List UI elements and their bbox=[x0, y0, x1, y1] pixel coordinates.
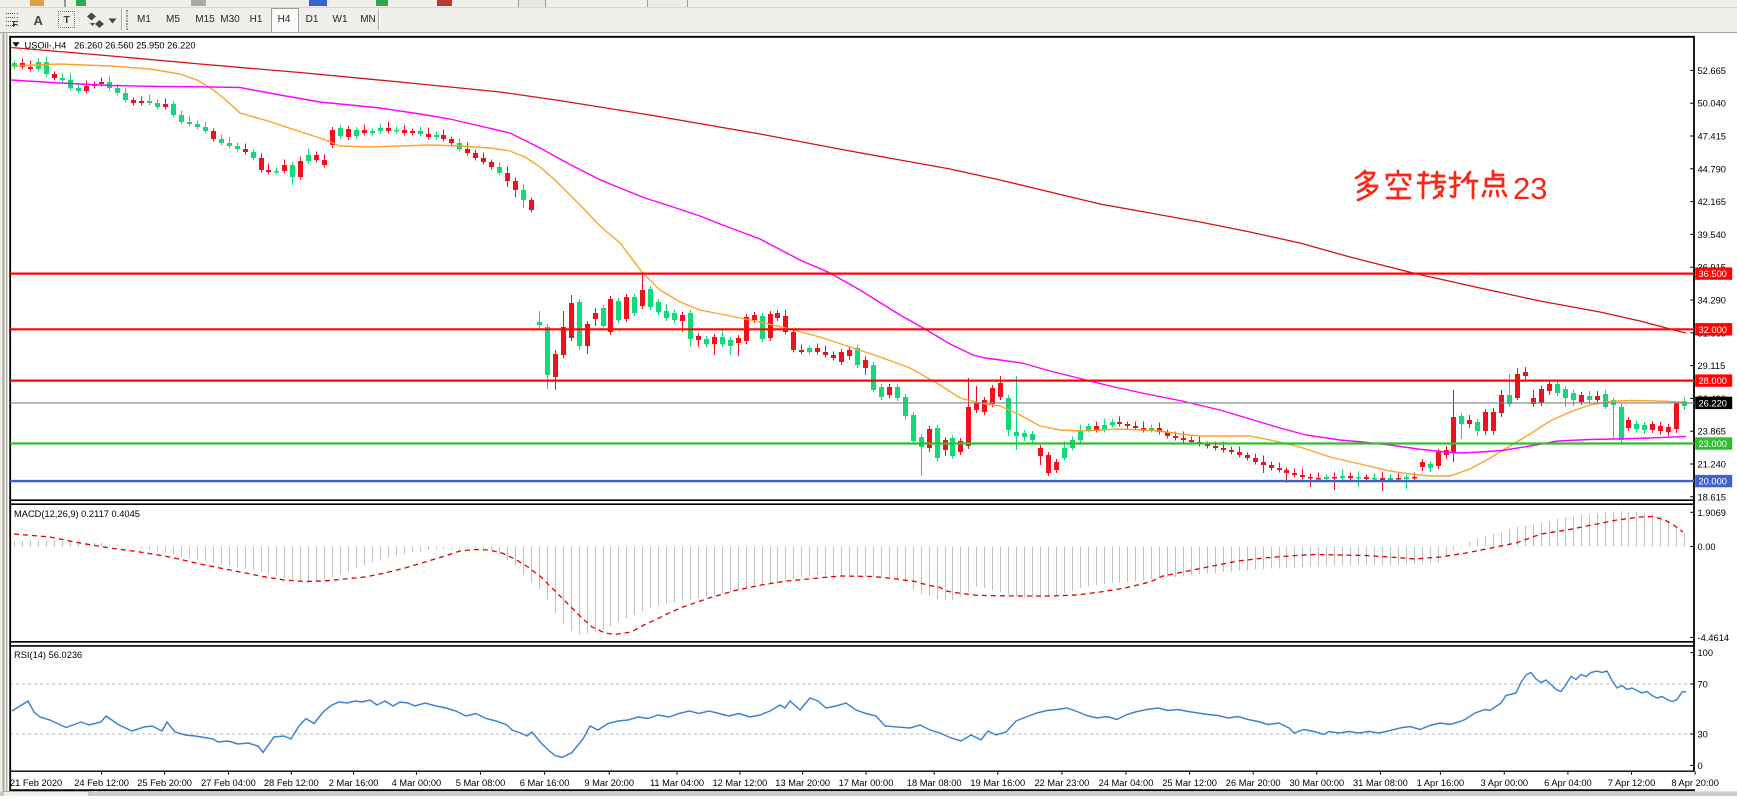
svg-text:47.415: 47.415 bbox=[1698, 132, 1726, 142]
svg-text:24 Mar 04:00: 24 Mar 04:00 bbox=[1099, 778, 1154, 788]
svg-text:42.165: 42.165 bbox=[1698, 197, 1726, 207]
svg-text:30 Mar 00:00: 30 Mar 00:00 bbox=[1289, 778, 1344, 788]
svg-text:28 Feb 12:00: 28 Feb 12:00 bbox=[264, 778, 319, 788]
svg-text:52.665: 52.665 bbox=[1698, 66, 1726, 76]
svg-text:0.00: 0.00 bbox=[1698, 542, 1716, 552]
svg-text:23: 23 bbox=[1513, 171, 1547, 206]
svg-text:11 Mar 04:00: 11 Mar 04:00 bbox=[650, 778, 704, 788]
svg-text:7 Apr 12:00: 7 Apr 12:00 bbox=[1608, 778, 1656, 788]
svg-text:22 Mar 23:00: 22 Mar 23:00 bbox=[1035, 778, 1090, 788]
svg-text:21.240: 21.240 bbox=[1698, 460, 1726, 470]
svg-text:25 Mar 12:00: 25 Mar 12:00 bbox=[1162, 778, 1217, 788]
svg-text:23.865: 23.865 bbox=[1698, 427, 1726, 437]
svg-text:1 Apr 16:00: 1 Apr 16:00 bbox=[1417, 778, 1465, 788]
svg-text:26 Mar 20:00: 26 Mar 20:00 bbox=[1226, 778, 1281, 788]
svg-text:-4.4614: -4.4614 bbox=[1698, 633, 1730, 643]
svg-text:24 Feb 12:00: 24 Feb 12:00 bbox=[74, 778, 129, 788]
svg-text:31 Mar 08:00: 31 Mar 08:00 bbox=[1353, 778, 1408, 788]
svg-text:70: 70 bbox=[1698, 680, 1708, 690]
svg-text:18 Mar 08:00: 18 Mar 08:00 bbox=[907, 778, 962, 788]
svg-text:36.500: 36.500 bbox=[1699, 269, 1727, 279]
svg-text:19 Mar 16:00: 19 Mar 16:00 bbox=[970, 778, 1025, 788]
svg-text:20.000: 20.000 bbox=[1699, 477, 1727, 487]
svg-text:12 Mar 12:00: 12 Mar 12:00 bbox=[713, 778, 768, 788]
svg-text:USOil-,H4 26.260 26.560 25.9: USOil-,H4 26.260 26.560 25.950 26.220 bbox=[25, 40, 196, 50]
svg-text:30: 30 bbox=[1698, 730, 1708, 740]
svg-text:4 Mar 00:00: 4 Mar 00:00 bbox=[392, 778, 442, 788]
svg-text:34.290: 34.290 bbox=[1698, 296, 1726, 306]
svg-text:32.000: 32.000 bbox=[1699, 325, 1727, 335]
svg-text:9 Mar 20:00: 9 Mar 20:00 bbox=[584, 778, 634, 788]
svg-text:RSI(14) 56.0236: RSI(14) 56.0236 bbox=[14, 650, 82, 660]
svg-text:6 Apr 04:00: 6 Apr 04:00 bbox=[1544, 778, 1592, 788]
svg-text:MACD(12,26,9) 0.2117 0.4045: MACD(12,26,9) 0.2117 0.4045 bbox=[14, 509, 140, 519]
svg-text:27 Feb 04:00: 27 Feb 04:00 bbox=[201, 778, 256, 788]
svg-text:39.540: 39.540 bbox=[1698, 230, 1726, 240]
svg-text:17 Mar 00:00: 17 Mar 00:00 bbox=[839, 778, 894, 788]
svg-text:44.790: 44.790 bbox=[1698, 164, 1726, 174]
svg-text:28.000: 28.000 bbox=[1699, 376, 1727, 386]
svg-text:29.115: 29.115 bbox=[1698, 361, 1726, 371]
svg-text:2 Mar 16:00: 2 Mar 16:00 bbox=[329, 778, 379, 788]
svg-text:26.220: 26.220 bbox=[1699, 399, 1727, 409]
svg-text:1.9069: 1.9069 bbox=[1698, 508, 1726, 518]
svg-text:25 Feb 20:00: 25 Feb 20:00 bbox=[137, 778, 192, 788]
svg-text:23.000: 23.000 bbox=[1699, 439, 1727, 449]
svg-text:50.040: 50.040 bbox=[1698, 99, 1726, 109]
svg-text:5 Mar 08:00: 5 Mar 08:00 bbox=[456, 778, 506, 788]
svg-text:100: 100 bbox=[1698, 648, 1714, 658]
svg-text:8 Apr 20:00: 8 Apr 20:00 bbox=[1671, 778, 1719, 788]
svg-text:18.615: 18.615 bbox=[1698, 492, 1726, 502]
svg-text:21 Feb 2020: 21 Feb 2020 bbox=[10, 778, 62, 788]
svg-text:13 Mar 20:00: 13 Mar 20:00 bbox=[775, 778, 830, 788]
svg-text:3 Apr 00:00: 3 Apr 00:00 bbox=[1481, 778, 1529, 788]
svg-text:0: 0 bbox=[1698, 761, 1703, 771]
svg-text:6 Mar 16:00: 6 Mar 16:00 bbox=[520, 778, 570, 788]
